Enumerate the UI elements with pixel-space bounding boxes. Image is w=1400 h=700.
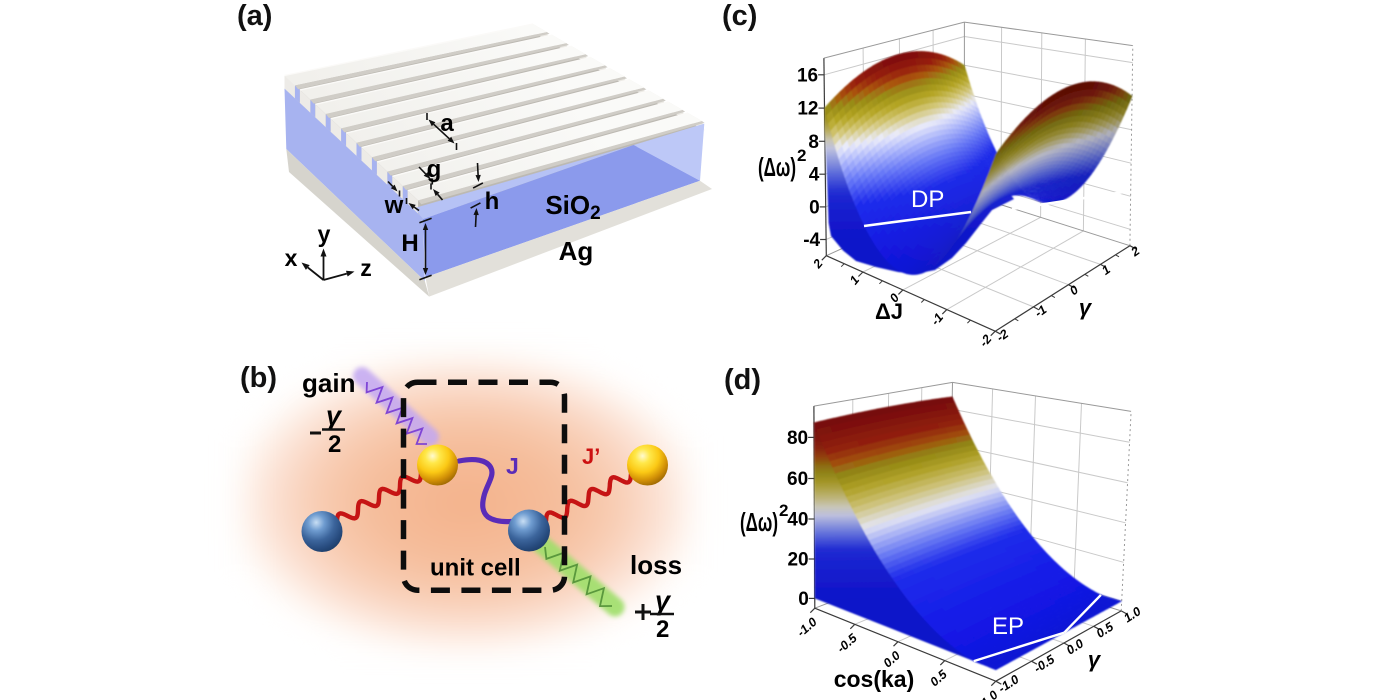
- svg-text:2: 2: [779, 501, 788, 520]
- svg-text:0: 0: [798, 589, 809, 610]
- svg-text:0.5: 0.5: [1094, 619, 1117, 641]
- svg-text:J: J: [506, 453, 519, 479]
- svg-text:(Δω): (Δω): [758, 152, 796, 182]
- svg-text:2: 2: [328, 431, 341, 458]
- svg-text:(Δω): (Δω): [740, 507, 778, 537]
- svg-text:γ: γ: [1079, 295, 1093, 320]
- svg-text:h: h: [485, 188, 500, 215]
- svg-text:gain: gain: [302, 368, 355, 398]
- svg-text:unit cell: unit cell: [430, 555, 521, 582]
- svg-text:80: 80: [787, 428, 808, 449]
- svg-text:0: 0: [809, 197, 820, 218]
- svg-text:J’: J’: [582, 444, 600, 469]
- svg-text:a: a: [440, 110, 454, 137]
- svg-text:γ: γ: [1088, 647, 1102, 672]
- svg-text:2: 2: [656, 616, 669, 643]
- svg-text:1.0: 1.0: [978, 688, 1000, 700]
- svg-text:-0.5: -0.5: [1031, 652, 1058, 676]
- svg-text:2: 2: [1128, 244, 1143, 260]
- svg-text:loss: loss: [630, 550, 682, 580]
- svg-text:H: H: [401, 230, 418, 257]
- svg-text:2: 2: [797, 146, 806, 165]
- svg-text:ΔJ: ΔJ: [875, 299, 903, 324]
- svg-text:60: 60: [787, 469, 808, 490]
- svg-text:16: 16: [797, 65, 818, 86]
- svg-text:12: 12: [797, 99, 818, 120]
- svg-text:x: x: [285, 245, 298, 271]
- svg-text:0.5: 0.5: [927, 667, 950, 690]
- svg-text:-4: -4: [803, 230, 820, 251]
- svg-text:-1: -1: [1032, 302, 1049, 320]
- svg-text:-2: -2: [994, 327, 1011, 345]
- svg-text:-1.0: -1.0: [794, 615, 819, 640]
- svg-text:γ: γ: [326, 401, 343, 431]
- svg-text:1.0: 1.0: [1121, 604, 1143, 625]
- svg-text:w: w: [384, 192, 404, 219]
- svg-text:40: 40: [787, 510, 808, 531]
- svg-text:-0.5: -0.5: [834, 630, 860, 655]
- svg-text:z: z: [360, 255, 372, 281]
- svg-text:20: 20: [787, 550, 808, 571]
- svg-text:g: g: [427, 156, 442, 183]
- svg-text:y: y: [318, 221, 331, 247]
- svg-text:1: 1: [1099, 262, 1113, 277]
- svg-text:Ag: Ag: [559, 236, 594, 266]
- svg-text:cos(ka): cos(ka): [834, 666, 915, 692]
- svg-text:DP: DP: [911, 186, 944, 213]
- svg-text:8: 8: [808, 132, 819, 153]
- svg-text:4: 4: [809, 165, 820, 186]
- svg-text:γ: γ: [655, 586, 672, 616]
- svg-text:-1.0: -1.0: [996, 672, 1022, 695]
- svg-text:0.0: 0.0: [1064, 636, 1086, 657]
- svg-text:EP: EP: [992, 613, 1024, 640]
